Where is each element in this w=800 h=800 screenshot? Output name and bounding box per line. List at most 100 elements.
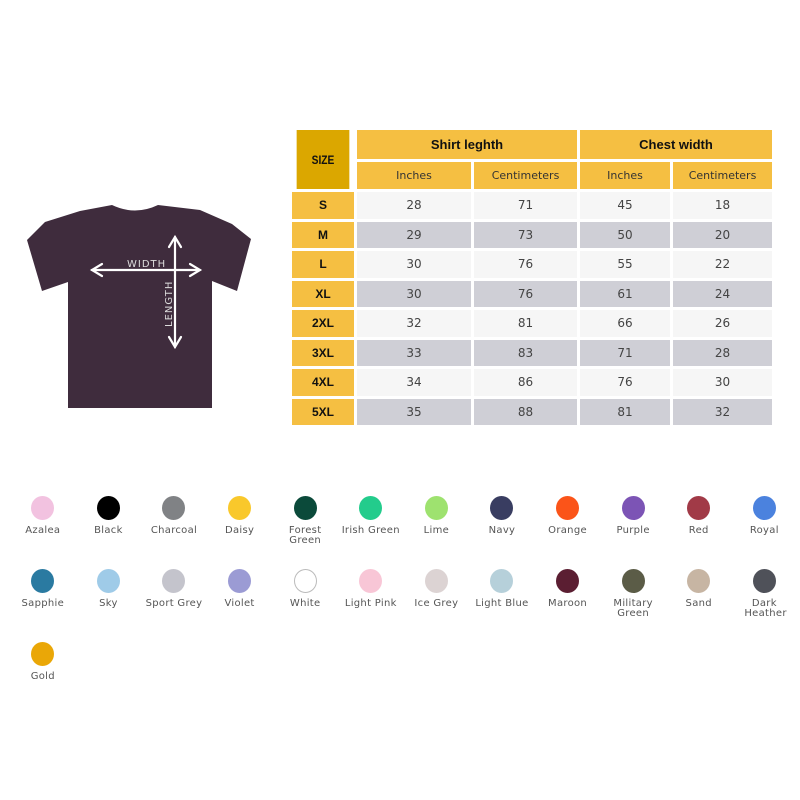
color-label: Navy [488, 525, 516, 536]
size-cell: M [292, 221, 354, 248]
value-cell: 33 [357, 339, 471, 366]
size-cell: L [292, 251, 354, 278]
color-swatch[interactable]: Sapphie [10, 569, 76, 625]
value-cell: 71 [474, 192, 577, 219]
color-swatch[interactable]: Azalea [10, 496, 76, 552]
color-label: Charcoal [150, 525, 198, 536]
table-row: S 28 71 45 18 [292, 192, 772, 219]
chest-width-header: Chest width [580, 130, 772, 159]
value-cell: 76 [580, 369, 670, 396]
color-label: Sand [685, 598, 712, 609]
value-cell: 32 [357, 310, 471, 337]
table-row: 3XL 33 83 71 28 [292, 339, 772, 366]
color-swatch[interactable]: Royal [732, 496, 798, 552]
color-dot-icon [621, 496, 645, 520]
color-swatch[interactable]: Violet [207, 569, 273, 625]
value-cell: 28 [673, 339, 772, 366]
color-swatch[interactable]: Light Pink [338, 569, 404, 625]
color-swatch[interactable]: Gold [10, 642, 76, 698]
size-cell: 2XL [292, 310, 354, 337]
table-row: 2XL 32 81 66 26 [292, 310, 772, 337]
color-dot-icon [359, 569, 383, 593]
color-swatch[interactable]: Navy [469, 496, 535, 552]
color-swatch[interactable]: White [272, 569, 338, 625]
color-dot-icon [621, 569, 645, 593]
color-dot-icon [228, 569, 252, 593]
color-label: Orange [548, 525, 587, 536]
color-dot-icon [359, 496, 383, 520]
value-cell: 71 [580, 339, 670, 366]
value-cell: 30 [357, 280, 471, 307]
color-label: Purple [616, 525, 650, 536]
color-swatch[interactable]: Black [76, 496, 142, 552]
table-row: 4XL 34 86 76 30 [292, 369, 772, 396]
value-cell: 22 [673, 251, 772, 278]
color-label: Sky [99, 598, 118, 609]
color-swatch[interactable]: Light Blue [469, 569, 535, 625]
color-swatch[interactable]: Military Green [600, 569, 666, 625]
size-cell: S [292, 192, 354, 219]
value-cell: 29 [357, 221, 471, 248]
color-swatch[interactable]: Sport Grey [141, 569, 207, 625]
color-dot-icon [162, 569, 186, 593]
color-dot-icon [162, 496, 186, 520]
color-dot-icon [752, 496, 776, 520]
unit-header: Centimeters [673, 162, 772, 189]
color-swatch[interactable]: Irish Green [338, 496, 404, 552]
color-label: Military Green [613, 598, 653, 619]
color-label: Light Blue [475, 598, 529, 609]
size-table: SIZE Shirt leghth Chest width Inches Cen… [289, 127, 775, 428]
size-cell: 4XL [292, 369, 354, 396]
value-cell: 18 [673, 192, 772, 219]
table-row: L 30 76 55 22 [292, 251, 772, 278]
color-label: Lime [423, 525, 450, 536]
shirt-length-header: Shirt leghth [357, 130, 577, 159]
value-cell: 81 [580, 398, 670, 425]
value-cell: 20 [673, 221, 772, 248]
width-label: WIDTH [127, 259, 166, 270]
value-cell: 34 [357, 369, 471, 396]
color-dot-icon [293, 569, 317, 593]
color-swatch[interactable]: Maroon [535, 569, 601, 625]
color-swatch[interactable]: Ice Grey [404, 569, 470, 625]
color-label: Red [688, 525, 709, 536]
color-swatch[interactable]: Daisy [207, 496, 273, 552]
color-swatches: Azalea Black Charcoal Daisy Forest Green Iris… [10, 496, 800, 698]
color-swatch[interactable]: Charcoal [141, 496, 207, 552]
color-dot-icon [687, 569, 711, 593]
tshirt-diagram: WIDTH LENGTH [27, 205, 251, 408]
value-cell: 66 [580, 310, 670, 337]
color-swatch[interactable]: Orange [535, 496, 601, 552]
size-header: SIZE [296, 130, 350, 189]
color-swatch[interactable]: Purple [600, 496, 666, 552]
unit-header: Inches [357, 162, 471, 189]
color-label: Sapphie [21, 598, 65, 609]
table-row: M 29 73 50 20 [292, 221, 772, 248]
color-label: Gold [30, 671, 55, 682]
color-dot-icon [490, 496, 514, 520]
color-swatch[interactable]: Red [666, 496, 732, 552]
value-cell: 76 [474, 280, 577, 307]
color-swatch[interactable]: Lime [404, 496, 470, 552]
value-cell: 81 [474, 310, 577, 337]
color-dot-icon [687, 496, 711, 520]
color-dot-icon [490, 569, 514, 593]
color-swatch[interactable]: Sky [76, 569, 142, 625]
unit-header: Centimeters [474, 162, 577, 189]
color-label: Daisy [224, 525, 255, 536]
color-dot-icon [96, 569, 120, 593]
value-cell: 45 [580, 192, 670, 219]
color-dot-icon [752, 569, 776, 593]
value-cell: 76 [474, 251, 577, 278]
value-cell: 73 [474, 221, 577, 248]
table-row: 5XL 35 88 81 32 [292, 398, 772, 425]
value-cell: 88 [474, 398, 577, 425]
color-label: Ice Grey [414, 598, 459, 609]
size-cell: XL [292, 280, 354, 307]
color-label: White [289, 598, 321, 609]
color-swatch[interactable]: Forest Green [272, 496, 338, 552]
size-cell: 3XL [292, 339, 354, 366]
color-swatch[interactable]: Sand [666, 569, 732, 625]
color-swatch[interactable]: Dark Heather [732, 569, 798, 625]
